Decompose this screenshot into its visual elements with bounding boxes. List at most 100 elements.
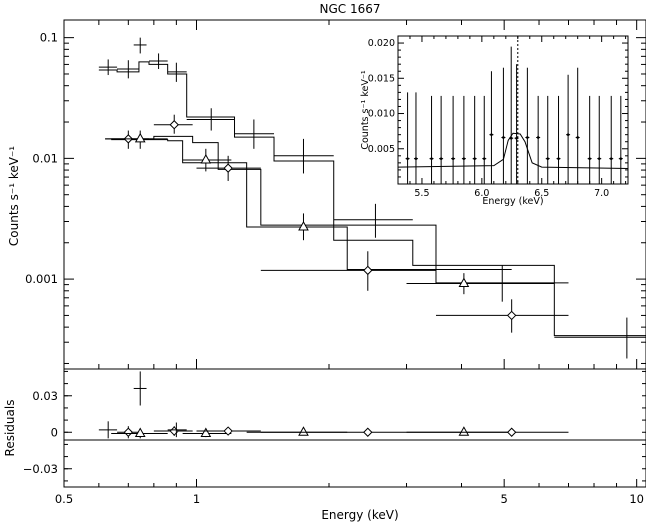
point-dot bbox=[414, 157, 418, 160]
inset-x-tick-label: 6.0 bbox=[474, 188, 489, 199]
x-tick-label: 1 bbox=[193, 492, 200, 506]
point-dot bbox=[619, 157, 623, 160]
iron-line-inset: 5.5 6.0 6.5 7.0 0.005 0.010 0.015 0.020 Energy … bbox=[360, 35, 629, 207]
point-dot bbox=[515, 136, 518, 140]
data-point-triangle bbox=[246, 213, 348, 241]
triangle-marker bbox=[298, 426, 309, 436]
triangle-marker bbox=[458, 277, 470, 287]
triangle-marker bbox=[134, 132, 146, 143]
inset-x-label: Energy (keV) bbox=[482, 196, 543, 207]
inset-y-tick-label: 0.005 bbox=[368, 144, 395, 155]
diamond-marker bbox=[506, 427, 517, 437]
data-point-cross bbox=[133, 37, 147, 54]
model-curve-3 bbox=[111, 139, 512, 271]
point-dot bbox=[546, 157, 550, 160]
inset-data-point bbox=[472, 95, 477, 184]
point-dot bbox=[462, 157, 466, 160]
triangle-marker bbox=[200, 427, 212, 437]
triangle-marker bbox=[200, 153, 212, 164]
inset-y-tick-label: 0.015 bbox=[368, 73, 395, 84]
diamond-marker bbox=[506, 310, 517, 321]
inset-data-point bbox=[575, 67, 580, 184]
point-dot bbox=[597, 157, 601, 160]
diamond-marker bbox=[169, 426, 179, 436]
point-dot bbox=[482, 157, 486, 160]
inset-data-point bbox=[609, 95, 614, 184]
inset-data-point bbox=[501, 67, 506, 184]
inset-data-point bbox=[545, 95, 550, 184]
inset-y-tick-label: 0.010 bbox=[368, 109, 395, 120]
y-tick-label: 0.01 bbox=[32, 151, 58, 165]
y-axis-label: Counts s⁻¹ keV⁻¹ bbox=[7, 146, 21, 246]
triangle-marker bbox=[134, 427, 146, 437]
inset-ticks: 5.5 6.0 6.5 7.0 0.005 0.010 0.015 0.020 bbox=[368, 36, 628, 199]
inset-x-tick-label: 5.5 bbox=[414, 188, 429, 199]
data-points bbox=[98, 37, 646, 359]
inset-x-tick-label: 6.5 bbox=[534, 188, 549, 199]
residual-point-cross bbox=[98, 421, 118, 439]
model-curve-2 bbox=[105, 135, 569, 284]
residual-point-triangle bbox=[111, 427, 168, 439]
inset-data-point bbox=[482, 95, 487, 184]
residual-point-diamond bbox=[435, 427, 569, 437]
res-y-tick-label: 0 bbox=[51, 425, 58, 439]
residual-points bbox=[98, 371, 569, 439]
data-point-triangle bbox=[111, 130, 168, 149]
data-point-cross bbox=[167, 62, 187, 82]
x-axis-label: Energy (keV) bbox=[321, 508, 398, 522]
data-point-cross bbox=[117, 60, 139, 79]
y-tick-label: 0.001 bbox=[25, 272, 58, 286]
residual-point-triangle bbox=[182, 427, 232, 438]
point-dot bbox=[430, 157, 433, 160]
spectrum-panel: 0.1 0.01 0.001 Counts s⁻¹ keV⁻¹ bbox=[7, 19, 646, 370]
point-dot bbox=[557, 157, 560, 160]
data-point-cross bbox=[274, 138, 334, 174]
inset-data-point bbox=[536, 95, 541, 184]
data-point-diamond bbox=[153, 114, 193, 134]
chart-title: NGC 1667 bbox=[319, 2, 380, 16]
inset-data-point bbox=[461, 95, 466, 184]
data-point-cross bbox=[98, 59, 118, 76]
x-tick-label: 5 bbox=[501, 492, 508, 506]
spectrum-ticks: 0.1 0.01 0.001 bbox=[25, 20, 646, 369]
inset-data-point bbox=[525, 67, 530, 184]
x-tick-label: 0.5 bbox=[55, 492, 73, 506]
point-dot bbox=[566, 133, 570, 136]
x-tick-label: 10 bbox=[629, 492, 644, 506]
residual-point-diamond bbox=[153, 426, 193, 436]
point-dot bbox=[502, 136, 505, 139]
point-dot bbox=[526, 136, 529, 139]
inset-data-point bbox=[439, 95, 444, 184]
inset-data-point bbox=[556, 95, 561, 184]
residuals-panel: 0.03 0 −0.03 Residuals bbox=[3, 368, 646, 488]
data-point-cross bbox=[234, 119, 275, 149]
data-point-cross bbox=[149, 53, 168, 69]
inset-data-point bbox=[618, 95, 623, 184]
data-point-diamond bbox=[260, 251, 436, 291]
point-dot bbox=[406, 157, 409, 160]
point-dot bbox=[490, 133, 493, 136]
inset-y-label: Counts s⁻¹ keV⁻¹ bbox=[360, 70, 371, 149]
diamond-marker bbox=[223, 163, 233, 173]
residual-point-cross bbox=[133, 371, 147, 406]
point-dot bbox=[609, 157, 613, 160]
res-y-tick-label: −0.03 bbox=[23, 462, 58, 476]
inset-data-point bbox=[514, 64, 519, 184]
diamond-marker bbox=[363, 427, 373, 437]
diamond-marker bbox=[169, 120, 179, 130]
residual-point-diamond bbox=[117, 426, 139, 439]
inset-x-tick-label: 7.0 bbox=[594, 188, 609, 199]
point-dot bbox=[588, 157, 591, 160]
point-dot bbox=[439, 157, 443, 160]
data-point-cross bbox=[186, 108, 235, 131]
inset-data-point bbox=[597, 95, 602, 184]
data-point-triangle bbox=[406, 273, 512, 295]
residual-point-triangle bbox=[246, 426, 348, 436]
inset-data-point bbox=[566, 74, 571, 184]
residuals-y-label: Residuals bbox=[3, 400, 17, 457]
inset-model-curve bbox=[397, 132, 629, 169]
triangle-marker bbox=[298, 220, 309, 231]
data-point-cross bbox=[554, 317, 646, 359]
triangle-marker bbox=[458, 426, 470, 436]
